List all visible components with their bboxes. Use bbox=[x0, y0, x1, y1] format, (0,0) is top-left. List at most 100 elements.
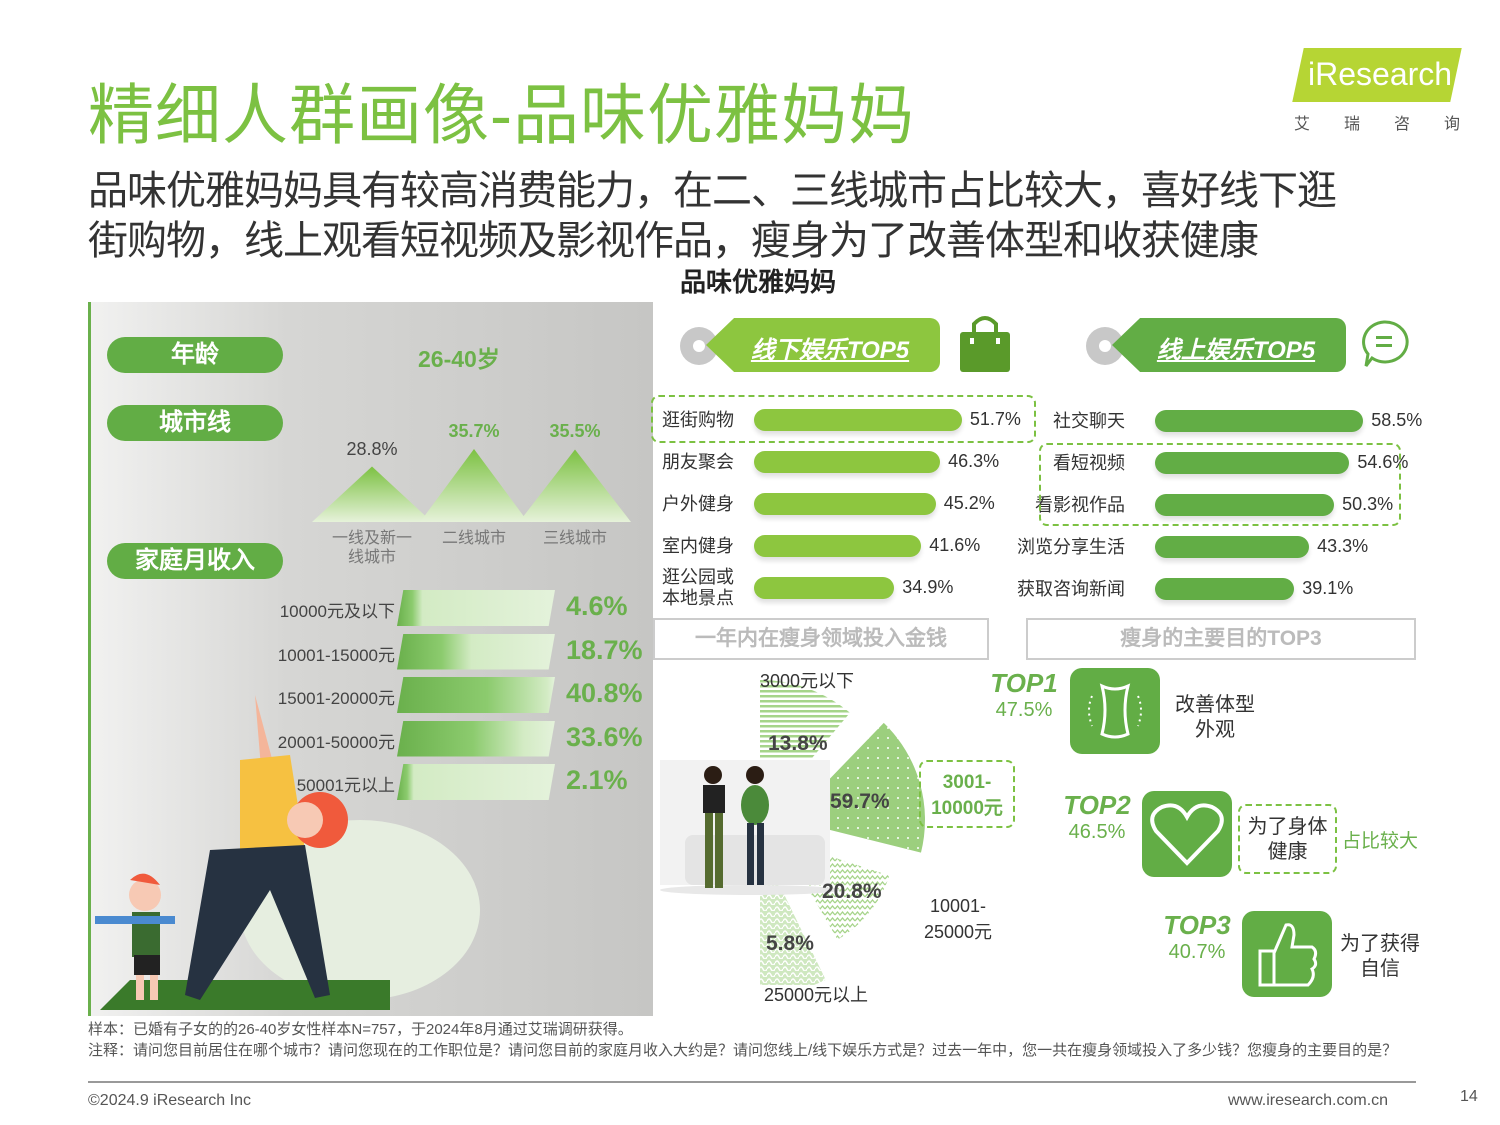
entertainment-label: 看短视频 bbox=[1053, 453, 1125, 473]
pie-label-line: 3001- bbox=[942, 772, 992, 793]
chat-bubble-icon bbox=[1362, 320, 1409, 367]
purpose-top2-rank: TOP2 46.5% bbox=[1058, 790, 1136, 844]
entertainment-value: 41.6% bbox=[929, 535, 981, 555]
entertainment-label: 逛公园或本地景点 bbox=[662, 567, 734, 608]
city-pill: 城市线 bbox=[107, 405, 283, 441]
rank-label: TOP2 bbox=[1063, 790, 1131, 820]
heart-icon bbox=[1142, 791, 1232, 877]
purpose-line: 改善体型 bbox=[1175, 694, 1255, 716]
remark-note: 注释：请问您目前居住在哪个城市？请问您现在的工作职位是？请问您目前的家庭月收入大… bbox=[88, 1042, 1398, 1059]
city-mountain-chart bbox=[312, 448, 631, 522]
city-mountain bbox=[519, 449, 631, 522]
purpose-top2-text: 为了身体 健康 bbox=[1238, 815, 1337, 865]
city-mountain bbox=[420, 448, 528, 522]
spend-section-header: 一年内在瘦身领域投入金钱 bbox=[653, 618, 989, 660]
entertainment-value: 54.6% bbox=[1357, 452, 1409, 472]
entertainment-value: 50.3% bbox=[1342, 494, 1394, 514]
purpose-line: 为了获得 bbox=[1340, 933, 1420, 955]
purpose-line: 外观 bbox=[1195, 719, 1235, 741]
persona-label: 品味优雅妈妈 bbox=[680, 267, 837, 297]
city-category-label: 三线城市 bbox=[542, 530, 607, 547]
income-bar bbox=[397, 590, 555, 626]
purpose-line: 为了身体 bbox=[1247, 816, 1328, 838]
income-bar bbox=[397, 720, 555, 757]
income-bar bbox=[397, 764, 555, 800]
entertainment-value: 39.1% bbox=[1302, 578, 1354, 598]
city-category-label: 一线及新一线城市 bbox=[331, 530, 412, 566]
entertainment-label: 浏览分享生活 bbox=[1017, 537, 1125, 557]
logo-sub-char: 询 bbox=[1443, 116, 1460, 133]
entertainment-bar bbox=[754, 451, 941, 473]
page-number: 14 bbox=[1460, 1088, 1478, 1105]
entertainment-bar bbox=[1155, 452, 1350, 474]
offline-top5-tag: 线下娱乐TOP5 bbox=[680, 318, 940, 372]
body-shape-icon bbox=[1070, 668, 1160, 754]
purpose-top3-text: 为了获得 自信 bbox=[1335, 932, 1425, 982]
rose-pct-label: 5.8% bbox=[766, 932, 814, 955]
purpose-section-header: 瘦身的主要目的TOP3 bbox=[1026, 618, 1416, 660]
entertainment-bar bbox=[754, 493, 936, 515]
shopping-bag-icon bbox=[960, 316, 1010, 372]
entertainment-value: 58.5% bbox=[1371, 410, 1423, 430]
yoga-mother-child-illustration bbox=[95, 695, 480, 1010]
entertainment-bar bbox=[1155, 578, 1295, 600]
footer-divider bbox=[88, 1081, 1416, 1083]
logo-brand: iResearch bbox=[1308, 56, 1453, 92]
income-category-label: 10001-15000元 bbox=[277, 645, 395, 665]
purpose-top3-rank: TOP3 40.7% bbox=[1158, 910, 1236, 964]
logo-sub-char: 艾 bbox=[1294, 116, 1311, 133]
sample-note: 样本：已婚有子女的的26-40岁女性样本N=757，于2024年8月通过艾瑞调研… bbox=[88, 1021, 633, 1038]
pie-label-line: 10001- bbox=[929, 896, 987, 916]
entertainment-value: 34.9% bbox=[902, 577, 954, 597]
pie-label-line: 10000元 bbox=[931, 798, 1003, 819]
copyright: ©2024.9 iResearch Inc bbox=[88, 1092, 251, 1109]
logo-sub-char: 瑞 bbox=[1343, 116, 1360, 133]
purpose-line: 自信 bbox=[1360, 958, 1400, 980]
entertainment-value: 43.3% bbox=[1317, 536, 1369, 556]
age-pill: 年龄 bbox=[107, 337, 283, 373]
logo-sub-char: 咨 bbox=[1393, 116, 1410, 133]
entertainment-value: 51.7% bbox=[969, 409, 1021, 429]
purpose-top1-rank: TOP1 47.5% bbox=[985, 668, 1063, 722]
entertainment-bar bbox=[1155, 536, 1310, 558]
highlight-box-3001-10000 bbox=[919, 760, 1015, 828]
income-pct-label: 4.6% bbox=[566, 591, 628, 621]
city-pct-label: 28.8% bbox=[346, 438, 398, 459]
income-category-label: 15001-20000元 bbox=[277, 689, 395, 708]
subtitle-line-1: 品味优雅妈妈具有较高消费能力，在二、三线城市占比较大，喜好线下逛 bbox=[88, 169, 1337, 213]
pie-label-10001-25000: 10001- 25000元 bbox=[918, 893, 998, 945]
entertainment-label: 逛街购物 bbox=[662, 410, 734, 430]
entertainment-bar bbox=[754, 577, 895, 599]
rose-pct-label: 59.7% bbox=[830, 790, 890, 813]
rank-value: 47.5% bbox=[995, 699, 1053, 721]
city-pct-label: 35.5% bbox=[549, 421, 601, 442]
city-mountain bbox=[312, 466, 432, 522]
rank-label: TOP1 bbox=[990, 668, 1058, 698]
pie-label-line: 25000元 bbox=[923, 922, 993, 942]
rank-label: TOP3 bbox=[1163, 910, 1231, 940]
pie-label-over-25000: 25000元以上 bbox=[764, 985, 869, 1005]
entertainment-bar bbox=[754, 535, 922, 557]
entertainment-label: 社交聊天 bbox=[1053, 411, 1125, 431]
highlight-box-shopping bbox=[651, 395, 1036, 443]
entertainment-label: 朋友聚会 bbox=[662, 452, 734, 472]
spend-rose-chart bbox=[660, 680, 925, 985]
iresearch-logo: iResearch 艾 瑞 咨 询 bbox=[1290, 48, 1462, 138]
rank-value: 46.5% bbox=[1068, 821, 1126, 843]
entertainment-bar bbox=[754, 409, 962, 431]
rose-pct-label: 13.8% bbox=[768, 732, 828, 755]
online-top5-tag: 线上娱乐TOP5 bbox=[1086, 318, 1346, 372]
entertainment-value: 45.2% bbox=[943, 493, 995, 513]
income-category-label: 50001元以上 bbox=[296, 776, 395, 795]
entertainment-bar bbox=[1155, 410, 1364, 432]
subtitle-line-2: 街购物，线上观看短视频及影视作品，瘦身为了改善体型和收获健康 bbox=[88, 219, 1259, 263]
highlight-box-health bbox=[1238, 804, 1337, 874]
income-category-label: 20001-50000元 bbox=[277, 732, 395, 752]
income-pill: 家庭月收入 bbox=[107, 543, 283, 579]
income-bar bbox=[397, 633, 555, 670]
purpose-top1-text: 改善体型 外观 bbox=[1165, 693, 1265, 743]
rank-value: 40.7% bbox=[1168, 941, 1226, 963]
thumbs-up-icon bbox=[1242, 911, 1332, 997]
website-link[interactable]: www.iresearch.com.cn bbox=[1228, 1092, 1389, 1109]
entertainment-label: 看影视作品 bbox=[1035, 495, 1125, 515]
